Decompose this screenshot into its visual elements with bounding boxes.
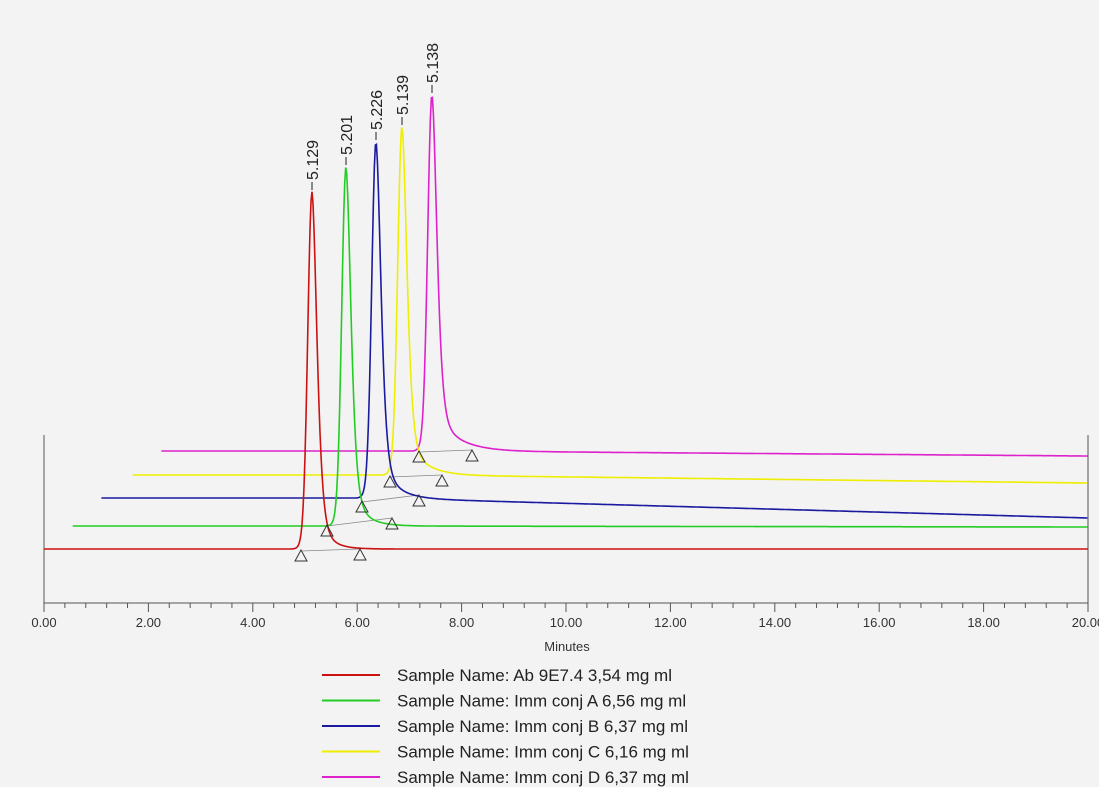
chart-axes: 0.00 2.00 4.00 6.00 8.00 10.00 12.00 14.00 16.00… — [31, 435, 1099, 630]
integration-marker — [385, 516, 399, 530]
integration-marker — [355, 499, 369, 513]
x-axis-title: Minutes — [544, 639, 590, 654]
integration-marker — [353, 547, 367, 561]
integration-baseline — [389, 474, 443, 478]
peak-label: 5.201 — [339, 115, 356, 155]
x-tick-label: 6.00 — [345, 615, 370, 630]
integration-marker — [294, 548, 308, 562]
legend-entry: Sample Name: Imm conj A 6,56 mg ml — [397, 692, 686, 711]
x-tick-label: 10.00 — [550, 615, 583, 630]
x-tick-label: 8.00 — [449, 615, 474, 630]
x-tick-label: 12.00 — [654, 615, 687, 630]
integration-marker — [383, 474, 397, 488]
x-tick-label: 14.00 — [759, 615, 792, 630]
integration-baselines — [300, 449, 473, 552]
trace-5 — [161, 96, 1088, 457]
peak-label: 5.226 — [369, 90, 386, 130]
integration-marker — [412, 449, 426, 463]
integration-marker — [465, 448, 479, 462]
trace-4 — [132, 127, 1088, 484]
peak-labels: 5.138 5.139 5.226 5.201 5.129 — [305, 43, 442, 190]
peak-label: 5.139 — [395, 75, 412, 115]
x-tick-label: 20.00 — [1072, 615, 1099, 630]
integration-baseline — [361, 494, 420, 503]
integration-markers — [294, 448, 479, 562]
trace-2 — [72, 167, 1088, 528]
integration-baseline — [418, 449, 473, 453]
trace-1 — [44, 191, 1088, 550]
integration-baseline — [326, 517, 393, 527]
integration-marker — [412, 493, 426, 507]
x-tick-label: 2.00 — [136, 615, 161, 630]
trace-3 — [101, 143, 1088, 519]
integration-marker — [320, 523, 334, 537]
integration-marker — [435, 473, 449, 487]
legend-entry: Sample Name: Imm conj C 6,16 mg ml — [397, 743, 689, 762]
legend-entry: Sample Name: Ab 9E7.4 3,54 mg ml — [397, 666, 672, 685]
peak-label: 5.138 — [425, 43, 442, 83]
x-tick-label: 16.00 — [863, 615, 896, 630]
chromatogram-traces — [44, 96, 1088, 550]
x-tick-label: 0.00 — [31, 615, 56, 630]
legend-entry: Sample Name: Imm conj D 6,37 mg ml — [397, 768, 689, 787]
legend: Sample Name: Ab 9E7.4 3,54 mg ml Sample N… — [322, 666, 689, 787]
legend-entry: Sample Name: Imm conj B 6,37 mg ml — [397, 717, 688, 736]
peak-label: 5.129 — [305, 140, 322, 180]
integration-baseline — [300, 548, 361, 552]
x-tick-label: 18.00 — [967, 615, 1000, 630]
x-tick-label: 4.00 — [240, 615, 265, 630]
